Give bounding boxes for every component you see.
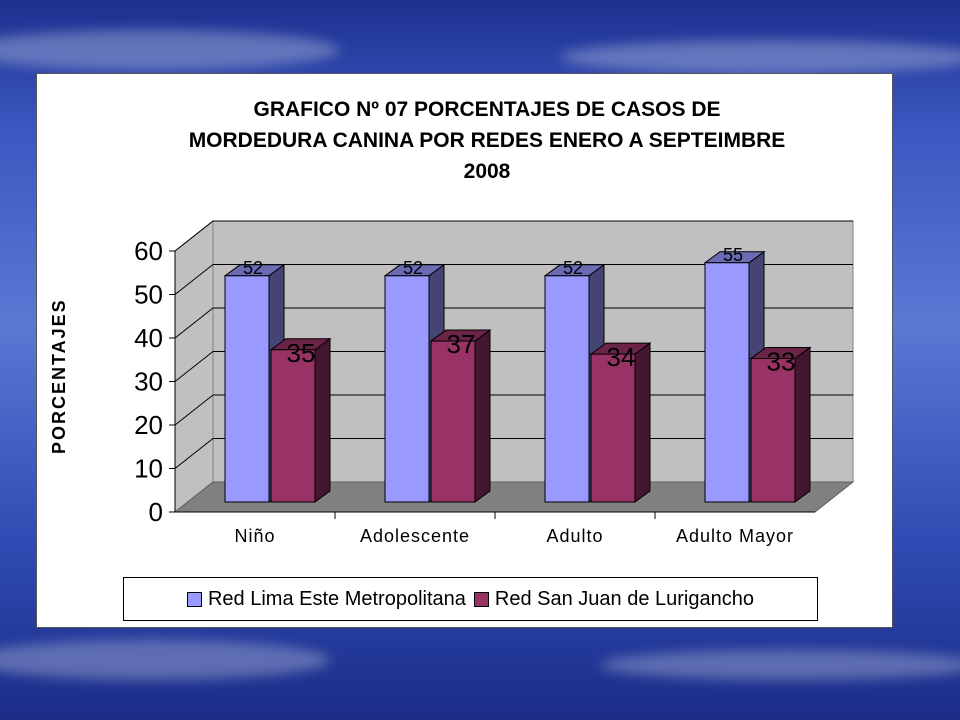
y-tick-label: 60 bbox=[134, 236, 163, 266]
gridline-side bbox=[174, 351, 214, 382]
gridline-side bbox=[174, 264, 214, 295]
legend-swatch bbox=[473, 591, 489, 607]
data-label: 52 bbox=[563, 258, 583, 278]
data-label: 37 bbox=[447, 329, 476, 359]
sky-streak bbox=[600, 650, 960, 680]
data-label: 55 bbox=[723, 245, 743, 265]
legend-label: Red Lima Este Metropolitana bbox=[207, 587, 466, 610]
y-tick-label: 50 bbox=[134, 280, 163, 310]
x-tick-label: Adulto Mayor bbox=[676, 526, 794, 546]
gridline-side bbox=[174, 394, 214, 426]
chart-title-line: MORDEDURA CANINA POR REDES ENERO A SEPTE… bbox=[188, 129, 786, 152]
gridline-side bbox=[174, 220, 214, 252]
bar-chart: 0 10 20 30 40 50 60 Niño 52 35 Adolescente 52 37 Adul… bbox=[134, 219, 855, 546]
legend-item-series-2: Red San Juan de Lurigancho bbox=[473, 587, 754, 611]
chart-title: GRAFICO Nº 07 PORCENTAJES DE CASOS DE MO… bbox=[97, 94, 877, 187]
bar bbox=[750, 357, 796, 503]
x-tick-label: Adulto bbox=[546, 526, 603, 546]
data-label: 33 bbox=[767, 346, 796, 376]
chart-legend: Red Lima Este Metropolitana Red San Juan… bbox=[123, 577, 818, 621]
sky-streak bbox=[0, 30, 340, 70]
bar bbox=[384, 275, 430, 503]
y-axis-label: PORCENTAJES bbox=[49, 298, 69, 454]
gridline-side bbox=[174, 438, 214, 469]
sky-streak bbox=[560, 40, 960, 74]
bar bbox=[544, 275, 590, 503]
chart-panel: 0 10 20 30 40 50 60 Niño 52 35 Adolescente 52 37 Adul… bbox=[36, 73, 893, 628]
x-tick-label: Niño bbox=[234, 526, 275, 546]
bar bbox=[430, 340, 476, 503]
bar-side bbox=[314, 337, 331, 503]
bar-side bbox=[634, 342, 651, 503]
chart-title-line: GRAFICO Nº 07 PORCENTAJES DE CASOS DE bbox=[253, 98, 721, 121]
y-tick-label: 30 bbox=[134, 367, 163, 397]
data-label: 34 bbox=[607, 342, 636, 372]
data-label: 52 bbox=[243, 258, 263, 278]
data-label: 52 bbox=[403, 258, 423, 278]
y-tick-label: 40 bbox=[134, 323, 163, 353]
y-tick-label: 0 bbox=[149, 497, 163, 527]
bar bbox=[224, 275, 270, 503]
bar bbox=[704, 262, 750, 503]
bar bbox=[590, 353, 636, 503]
data-label: 35 bbox=[287, 338, 316, 368]
x-tick-label: Adolescente bbox=[360, 526, 470, 546]
gridline-side bbox=[174, 307, 214, 339]
legend-swatch bbox=[186, 591, 202, 607]
bar bbox=[270, 349, 316, 503]
chart-title-line: 2008 bbox=[463, 160, 511, 183]
bar-side bbox=[474, 329, 491, 503]
bar-side bbox=[794, 346, 811, 503]
sky-streak bbox=[0, 640, 330, 680]
y-tick-label: 10 bbox=[134, 454, 163, 484]
legend-label: Red San Juan de Lurigancho bbox=[494, 587, 754, 610]
legend-item-series-1: Red Lima Este Metropolitana bbox=[186, 587, 466, 611]
y-tick-label: 20 bbox=[134, 410, 163, 440]
